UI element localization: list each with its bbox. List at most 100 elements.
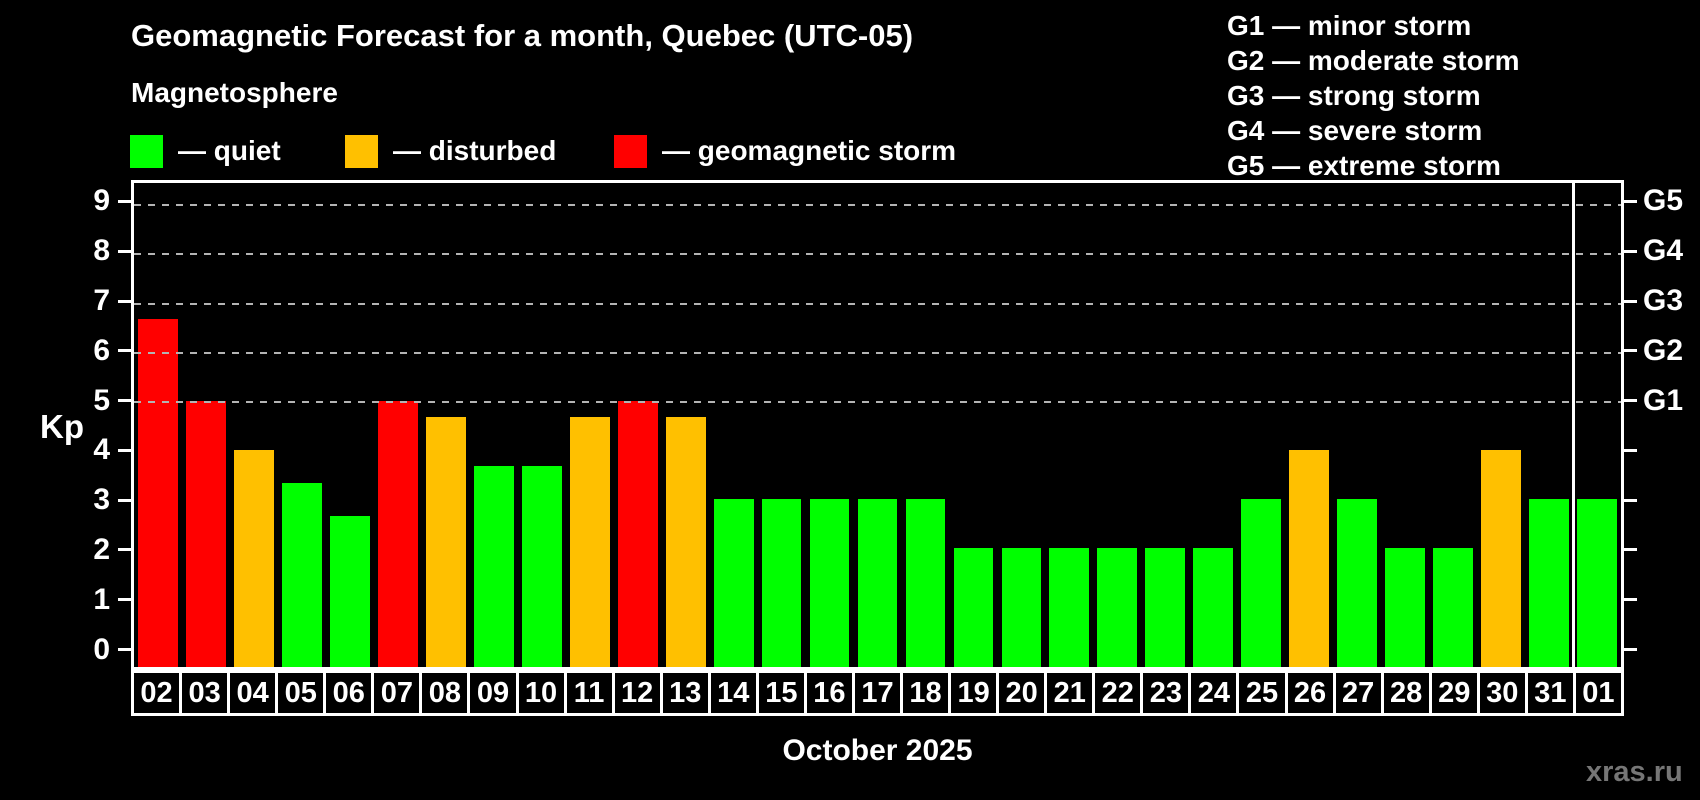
chart-title: Geomagnetic Forecast for a month, Quebec… [131, 18, 914, 53]
day-label-14: 14 [710, 670, 759, 716]
kp-bar-day-29 [1433, 548, 1474, 667]
y-axis-tick-right-7 [1624, 299, 1637, 303]
legend-label-disturbed: — disturbed [393, 135, 557, 166]
kp-bar-day-23 [1145, 548, 1186, 667]
kp-bar-day-22 [1097, 548, 1138, 667]
day-label-27: 27 [1335, 670, 1384, 716]
bar-slot-day-30 [1477, 183, 1525, 667]
day-label-25: 25 [1239, 670, 1288, 716]
bar-slot-day-17 [854, 183, 902, 667]
day-label-31: 31 [1527, 670, 1576, 716]
bar-slot-day-22 [1093, 183, 1141, 667]
day-label-19: 19 [951, 670, 1000, 716]
day-label-30: 30 [1479, 670, 1528, 716]
y-axis-tick-left-8 [118, 249, 131, 253]
kp-bar-day-04 [234, 450, 274, 667]
kp-bar-day-03 [186, 400, 226, 667]
y-axis-label-6: 6 [93, 333, 110, 367]
legend-label-quiet: — quiet [178, 135, 281, 166]
bar-slot-day-06 [326, 183, 374, 667]
bar-slot-day-12 [614, 183, 662, 667]
bar-slot-day-15 [758, 183, 806, 667]
kp-bar-day-26 [1289, 450, 1330, 667]
kp-bar-day-07 [377, 400, 418, 667]
y-axis-label-1: 1 [93, 582, 110, 616]
storm-scale-line-g1: G1 — minor storm [1227, 10, 1472, 41]
x-axis-title: October 2025 [782, 734, 973, 767]
day-label-22: 22 [1095, 670, 1144, 716]
bar-slot-day-31 [1525, 183, 1573, 667]
gridline-kp-9 [134, 204, 1621, 207]
day-label-10: 10 [518, 670, 567, 716]
y-axis-label-0: 0 [93, 632, 110, 666]
y-axis-tick-left-1 [118, 598, 131, 602]
storm-scale-line-g5: G5 — extreme storm [1227, 150, 1501, 181]
day-label-15: 15 [758, 670, 807, 716]
kp-bar-day-24 [1193, 548, 1234, 667]
y-axis-tick-right-4 [1624, 448, 1637, 452]
day-label-21: 21 [1047, 670, 1096, 716]
bar-slot-day-04 [230, 183, 278, 667]
y-axis-tick-right-8 [1624, 249, 1637, 253]
day-label-20: 20 [999, 670, 1048, 716]
y-axis-label-4: 4 [93, 433, 110, 467]
gridline-kp-7 [134, 302, 1621, 305]
y-axis-tick-left-4 [118, 448, 131, 452]
kp-bar-day-25 [1241, 499, 1282, 667]
kp-bar-day-10 [521, 466, 562, 667]
y-axis-tick-right-0 [1624, 648, 1637, 652]
y-axis-tick-right-9 [1624, 199, 1637, 203]
day-label-05: 05 [278, 670, 327, 716]
y-axis-label-3: 3 [93, 483, 110, 517]
day-label-12: 12 [614, 670, 663, 716]
disturbed-color-swatch-icon [345, 134, 378, 168]
kp-bar-day-31 [1529, 499, 1569, 667]
legend-label-geomagnetic-storm: — geomagnetic storm [662, 135, 957, 166]
bar-slot-day-18 [902, 183, 950, 667]
legend-item-quiet: — quiet [130, 134, 281, 168]
kp-bar-day-14 [713, 499, 754, 667]
bar-slot-day-08 [422, 183, 470, 667]
geomagnetic-storm-color-swatch-icon [614, 134, 647, 168]
y-axis-tick-left-9 [118, 199, 131, 203]
bar-slot-day-19 [949, 183, 997, 667]
bar-slot-day-09 [470, 183, 518, 667]
kp-bar-day-12 [617, 400, 658, 667]
day-label-29: 29 [1431, 670, 1480, 716]
kp-bar-day-21 [1049, 548, 1090, 667]
y-axis-tick-left-3 [118, 498, 131, 502]
x-axis-day-labels: 02 03 04 05 06 07 08 09 10 11 12 13 14 15 16 17 18 19 20 21… [131, 670, 1624, 716]
bar-slot-day-03 [182, 183, 230, 667]
day-label-23: 23 [1143, 670, 1192, 716]
bar-slot-day-11 [566, 183, 614, 667]
y-axis-tick-left-7 [118, 299, 131, 303]
day-label-24: 24 [1191, 670, 1240, 716]
kp-bar-day-19 [953, 548, 994, 667]
storm-scale-line-g3: G3 — strong storm [1227, 80, 1481, 111]
kp-bar-day-15 [761, 499, 802, 667]
legend-item-disturbed: — disturbed [345, 134, 556, 168]
kp-bar-day-02 [138, 318, 178, 667]
kp-bar-day-17 [857, 499, 898, 667]
storm-scale-line-g2: G2 — moderate storm [1227, 45, 1520, 76]
g-scale-label-g5: G5 [1643, 184, 1684, 218]
y-axis-tick-right-6 [1624, 349, 1637, 353]
bar-slot-day-27 [1333, 183, 1381, 667]
legend-item-geomagnetic-storm: — geomagnetic storm [614, 134, 956, 168]
bars-layer [134, 183, 1621, 667]
kp-bar-day-28 [1385, 548, 1426, 667]
y-axis-tick-right-3 [1624, 498, 1637, 502]
g-scale-label-g4: G4 [1643, 234, 1684, 268]
gridline-kp-5 [134, 400, 1621, 403]
kp-bar-day-16 [809, 499, 850, 667]
day-label-11: 11 [566, 670, 615, 716]
day-label-26: 26 [1287, 670, 1336, 716]
bar-slot-day-01 [1573, 183, 1621, 667]
y-axis-label-9: 9 [93, 184, 110, 218]
storm-scale-legend: G1 — minor storm G2 — moderate storm G3 — … [1227, 8, 1520, 183]
y-axis-tick-left-2 [118, 548, 131, 552]
y-axis-title: Kp [40, 408, 84, 445]
kp-bar-day-20 [1001, 548, 1042, 667]
day-label-07: 07 [374, 670, 423, 716]
day-label-18: 18 [903, 670, 952, 716]
